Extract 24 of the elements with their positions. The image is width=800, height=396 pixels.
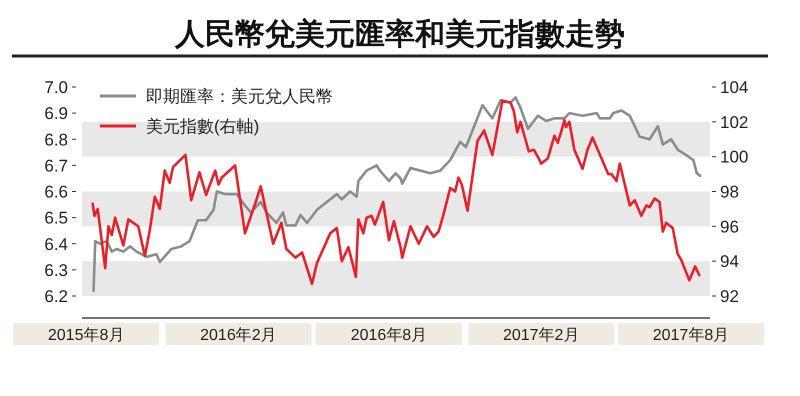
x-tick-label: 2017年8月 (652, 327, 730, 344)
y-tick-label: 6.4 (44, 234, 68, 254)
y2-tick-label: 94 (720, 252, 739, 272)
legend-label: 即期匯率：美元兌人民幣 (146, 87, 333, 106)
y2-tick-label: 102 (720, 112, 748, 132)
x-tick-label: 2017年2月 (502, 327, 580, 344)
chart-title: 人民幣兌美元匯率和美元指數走勢 (174, 17, 625, 51)
y-tick-label: 6.3 (44, 260, 68, 280)
y-tick-label: 7.0 (44, 78, 68, 97)
y-tick-label: 6.7 (44, 156, 68, 176)
x-tick-label: 2015年8月 (48, 327, 124, 344)
y2-tick-label: 98 (720, 182, 739, 202)
y-tick-label: 6.2 (44, 287, 68, 306)
y-tick-label: 6.6 (44, 182, 68, 202)
y2-tick-label: 96 (720, 217, 739, 236)
y-tick-label: 6.5 (44, 208, 68, 228)
y-tick-label: 6.8 (44, 130, 68, 150)
y2-tick-label: 104 (720, 78, 748, 97)
y2-tick-label: 100 (720, 148, 748, 167)
y2-tick-label: 92 (720, 287, 739, 306)
x-tick-label: 2016年8月 (350, 327, 428, 344)
y-tick-label: 6.9 (44, 104, 68, 124)
x-tick-label: 2016年2月 (200, 327, 277, 344)
legend-label: 美元指數(右軸) (146, 117, 260, 136)
